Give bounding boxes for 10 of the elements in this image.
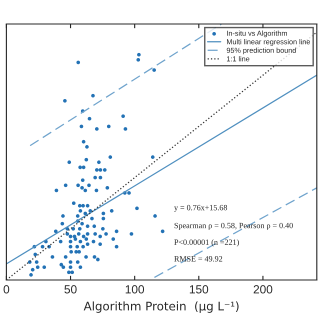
x-tick-label: 50 [64, 285, 77, 294]
x-axis-title: Algorithm Protein (μg L⁻¹) [84, 301, 239, 313]
annotation: Spearman ρ = 0.58, Pearson ρ = 0.40 [174, 222, 293, 230]
annotation: y = 0.76x+15.68 [174, 204, 228, 212]
x-tick-label: 100 [126, 285, 144, 294]
x-tick-label: 150 [190, 285, 208, 294]
x-tick-label: 0 [4, 285, 10, 294]
annotation: RMSE = 49.92 [174, 256, 222, 262]
annotation: P<0.00001 (n =221) [174, 239, 239, 247]
x-tick-label: 200 [254, 285, 272, 294]
